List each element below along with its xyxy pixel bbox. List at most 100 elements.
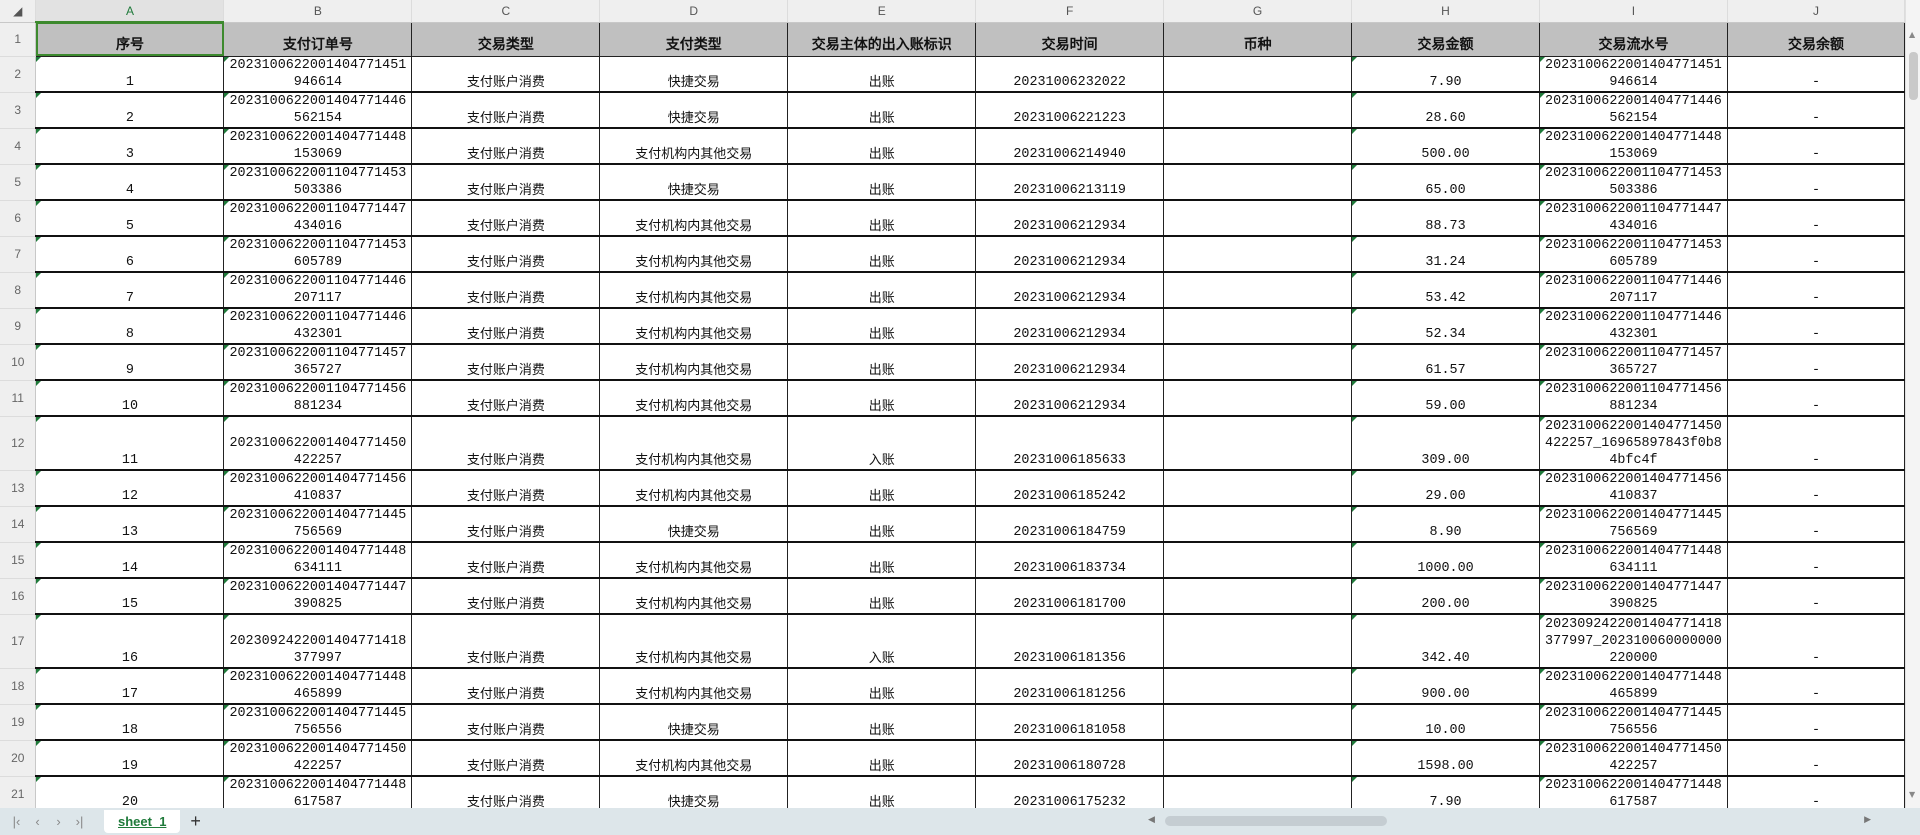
cell-d[interactable]: 支付机构内其他交易 (599, 542, 789, 579)
cell-d[interactable]: 快捷交易 (599, 506, 789, 543)
cell-h[interactable]: 500.00 (1351, 128, 1540, 165)
next-sheet-icon[interactable]: › (56, 814, 61, 829)
cell-h[interactable]: 65.00 (1351, 164, 1540, 201)
cell-a[interactable]: 3 (35, 128, 225, 165)
row-header[interactable]: 10 (0, 344, 37, 381)
row-header[interactable]: 4 (0, 128, 37, 165)
cell-c[interactable]: 支付账户消费 (411, 200, 601, 237)
cell-b[interactable]: 2023100622001404771448634111 (223, 542, 413, 579)
cell-e[interactable]: 出账 (787, 272, 977, 309)
cell-e[interactable]: 出账 (787, 776, 977, 808)
cell-f[interactable]: 20231006185242 (975, 470, 1165, 507)
cell-d[interactable]: 支付机构内其他交易 (599, 614, 789, 669)
cell-b[interactable]: 2023100622001404771450422257 (223, 740, 413, 777)
cell-j[interactable]: - (1726, 416, 1905, 471)
cell-c[interactable]: 支付账户消费 (411, 704, 601, 741)
cell-f[interactable]: 20231006181700 (975, 578, 1165, 615)
cell-d[interactable]: 支付机构内其他交易 (599, 740, 789, 777)
row-header[interactable]: 16 (0, 578, 37, 615)
cell-d[interactable]: 支付机构内其他交易 (599, 236, 789, 273)
cell-c[interactable]: 支付账户消费 (411, 776, 601, 808)
cell-b[interactable]: 2023100622001104771446432301 (223, 308, 413, 345)
cell-i[interactable]: 2023100622001404771447390825 (1538, 578, 1728, 615)
cell-e[interactable]: 出账 (787, 200, 977, 237)
cell-f[interactable]: 20231006232022 (975, 56, 1165, 93)
cell-d[interactable]: 快捷交易 (599, 92, 789, 129)
cell-a[interactable]: 8 (35, 308, 225, 345)
cell-c[interactable]: 支付账户消费 (411, 416, 601, 471)
cell-i[interactable]: 2023100622001404771456410837 (1538, 470, 1728, 507)
cell-j[interactable]: - (1726, 164, 1905, 201)
column-header-a[interactable]: A (35, 0, 225, 23)
cell-i[interactable]: 2023092422001404771418377997_20231006000… (1538, 614, 1728, 669)
first-sheet-icon[interactable]: |‹ (12, 814, 21, 829)
cell-d[interactable]: 支付机构内其他交易 (599, 668, 789, 705)
cell-i[interactable]: 2023100622001404771451946614 (1538, 56, 1728, 93)
cell-b[interactable]: 2023100622001404771448617587 (223, 776, 413, 808)
cell-c[interactable]: 支付账户消费 (411, 128, 601, 165)
cell-g[interactable] (1163, 164, 1353, 201)
cell-a[interactable]: 16 (35, 614, 225, 669)
cell-j[interactable]: - (1726, 308, 1905, 345)
cell-a[interactable]: 18 (35, 704, 225, 741)
cell-e[interactable]: 出账 (787, 506, 977, 543)
cell-i[interactable]: 2023100622001404771448465899 (1538, 668, 1728, 705)
cell-d[interactable]: 支付机构内其他交易 (599, 578, 789, 615)
cell-e[interactable]: 出账 (787, 704, 977, 741)
cell-f[interactable]: 20231006180728 (975, 740, 1165, 777)
cell-d[interactable]: 支付机构内其他交易 (599, 470, 789, 507)
cell-g[interactable] (1163, 344, 1353, 381)
vertical-scrollbar[interactable]: ▲ ▼ (1905, 0, 1920, 808)
header-cell[interactable]: 交易类型 (411, 21, 601, 57)
header-cell[interactable]: 交易流水号 (1538, 21, 1728, 57)
cell-f[interactable]: 20231006212934 (975, 200, 1165, 237)
cell-d[interactable]: 快捷交易 (599, 164, 789, 201)
cell-d[interactable]: 支付机构内其他交易 (599, 344, 789, 381)
cell-j[interactable]: - (1726, 380, 1905, 417)
cell-i[interactable]: 2023100622001404771445756569 (1538, 506, 1728, 543)
cell-g[interactable] (1163, 92, 1353, 129)
cell-j[interactable]: - (1726, 272, 1905, 309)
cell-j[interactable]: - (1726, 470, 1905, 507)
cell-j[interactable]: - (1726, 542, 1905, 579)
cell-b[interactable]: 2023100622001404771448153069 (223, 128, 413, 165)
cell-j[interactable]: - (1726, 506, 1905, 543)
cell-a[interactable]: 14 (35, 542, 225, 579)
cell-i[interactable]: 2023100622001104771446207117 (1538, 272, 1728, 309)
cell-c[interactable]: 支付账户消费 (411, 668, 601, 705)
cell-a[interactable]: 10 (35, 380, 225, 417)
cell-a[interactable]: 6 (35, 236, 225, 273)
cell-g[interactable] (1163, 416, 1353, 471)
cell-j[interactable]: - (1726, 128, 1905, 165)
header-cell[interactable]: 支付订单号 (223, 21, 413, 57)
cell-h[interactable]: 29.00 (1351, 470, 1540, 507)
cell-f[interactable]: 20231006212934 (975, 236, 1165, 273)
cell-a[interactable]: 5 (35, 200, 225, 237)
cell-b[interactable]: 2023100622001404771450422257 (223, 416, 413, 471)
cell-g[interactable] (1163, 614, 1353, 669)
row-header[interactable]: 21 (0, 776, 37, 808)
header-cell[interactable]: 序号 (35, 21, 225, 57)
row-header[interactable]: 11 (0, 380, 37, 417)
cell-e[interactable]: 出账 (787, 164, 977, 201)
cell-f[interactable]: 20231006185633 (975, 416, 1165, 471)
spreadsheet-grid[interactable]: ◢ A B C D E F G H I J 1 序号 支付订单号 交易类型 支付类型 交易主体的出入账标识 交易… (0, 0, 1905, 808)
cell-a[interactable]: 15 (35, 578, 225, 615)
cell-d[interactable]: 支付机构内其他交易 (599, 272, 789, 309)
row-header[interactable]: 20 (0, 740, 37, 777)
cell-f[interactable]: 20231006214940 (975, 128, 1165, 165)
cell-f[interactable]: 20231006181058 (975, 704, 1165, 741)
cell-c[interactable]: 支付账户消费 (411, 344, 601, 381)
cell-c[interactable]: 支付账户消费 (411, 740, 601, 777)
cell-f[interactable]: 20231006221223 (975, 92, 1165, 129)
cell-c[interactable]: 支付账户消费 (411, 614, 601, 669)
cell-d[interactable]: 支付机构内其他交易 (599, 416, 789, 471)
cell-i[interactable]: 2023100622001104771446432301 (1538, 308, 1728, 345)
select-all-corner[interactable]: ◢ (0, 0, 37, 23)
cell-b[interactable]: 2023100622001104771446207117 (223, 272, 413, 309)
column-header-b[interactable]: B (223, 0, 413, 23)
cell-f[interactable]: 20231006175232 (975, 776, 1165, 808)
cell-i[interactable]: 2023100622001104771456881234 (1538, 380, 1728, 417)
cell-f[interactable]: 20231006212934 (975, 344, 1165, 381)
cell-c[interactable]: 支付账户消费 (411, 92, 601, 129)
